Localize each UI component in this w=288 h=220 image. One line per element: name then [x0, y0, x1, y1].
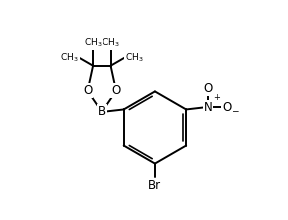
Text: −: − [232, 107, 239, 116]
Text: CH$_3$: CH$_3$ [125, 51, 143, 64]
Text: CH$_3$: CH$_3$ [101, 37, 120, 49]
Text: O: O [222, 101, 231, 114]
Text: O: O [83, 84, 92, 97]
Text: B: B [98, 105, 106, 118]
Text: O: O [203, 82, 213, 95]
Text: CH$_3$: CH$_3$ [60, 51, 79, 64]
Text: CH$_3$: CH$_3$ [84, 37, 103, 49]
Text: Br: Br [148, 179, 162, 192]
Text: O: O [111, 84, 121, 97]
Text: +: + [213, 94, 220, 103]
Text: N: N [204, 101, 213, 114]
